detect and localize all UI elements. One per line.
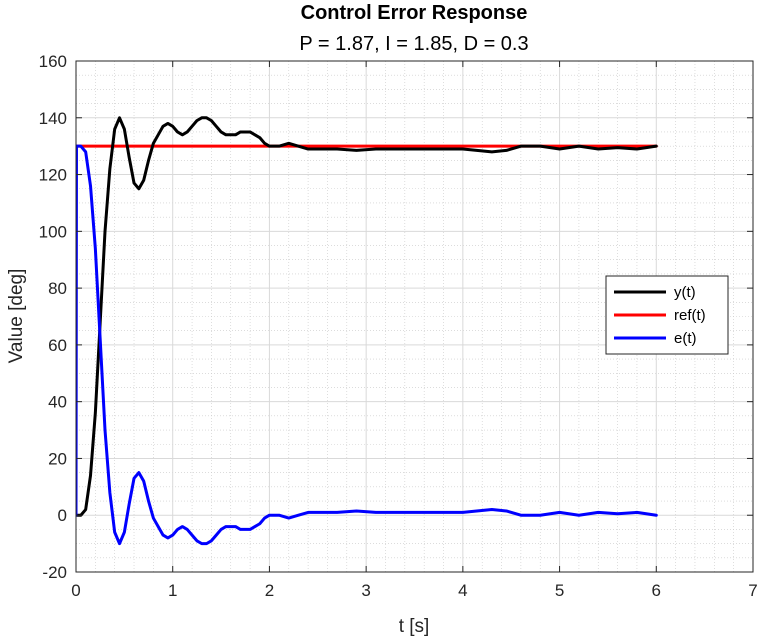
x-tick-label: 3 [361,581,370,600]
y-tick-label: 80 [48,279,67,298]
legend-label: ref(t) [674,307,706,324]
y-tick-label: 120 [39,166,67,185]
y-tick-label: 0 [58,506,67,525]
y-tick-label: 140 [39,109,67,128]
x-tick-label: 2 [265,581,274,600]
legend: y(t) ref(t) e(t) [605,275,729,355]
y-axis-label: Value [deg] [6,269,27,364]
x-tick-label: 4 [458,581,467,600]
tick-layer [75,60,754,573]
legend-label: y(t) [674,284,696,301]
x-tick-label: 7 [748,581,757,600]
x-tick-label: 1 [168,581,177,600]
y-tick-label: 100 [39,222,67,241]
chart-title: Control Error Response [301,2,528,24]
y-tick-labels: -20 0 20 40 60 80 100 120 140 160 [39,52,67,582]
y-tick-label: 160 [39,52,67,71]
x-tick-label: 0 [71,581,80,600]
series-line-et [76,144,658,546]
x-axis-label: t [s] [399,616,430,637]
y-tick-label: -20 [42,563,67,582]
series-layer [76,116,658,546]
legend-label: e(t) [674,330,697,347]
y-tick-label: 60 [48,336,67,355]
y-tick-label: 20 [48,449,67,468]
x-tick-labels: 0 1 2 3 4 5 6 7 [71,581,757,600]
series-line-yt [76,116,658,517]
plot-frame [75,60,754,573]
y-tick-label: 40 [48,393,67,412]
x-tick-label: 6 [652,581,661,600]
chart-subtitle: P = 1.87, I = 1.85, D = 0.3 [299,33,528,55]
x-tick-label: 5 [555,581,564,600]
